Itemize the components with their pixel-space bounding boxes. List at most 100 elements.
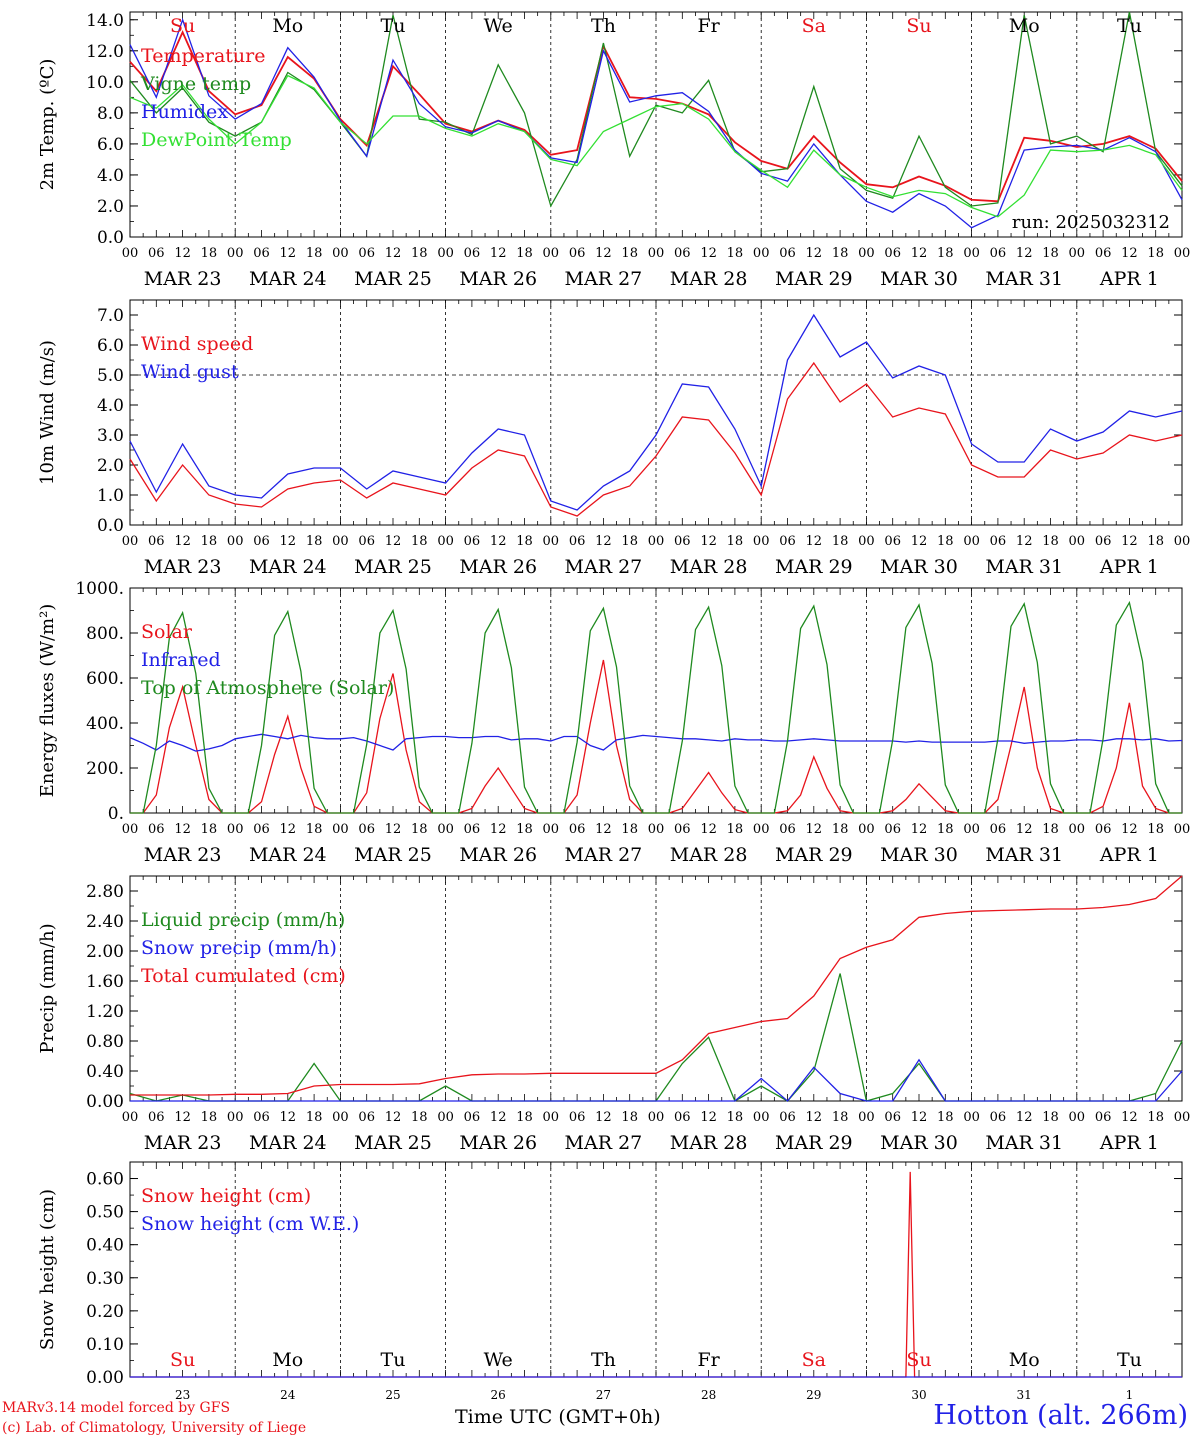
day-number-label: 24 bbox=[280, 1388, 296, 1402]
legend-entry: Wind gust bbox=[141, 361, 239, 383]
x-date-label: MAR 28 bbox=[670, 1132, 748, 1154]
x-hour-label: 12 bbox=[385, 246, 402, 261]
day-number-label: 1 bbox=[1126, 1388, 1134, 1402]
weekday-label: Th bbox=[591, 1349, 616, 1371]
x-hour-label: 18 bbox=[516, 246, 533, 261]
series-wind-speed bbox=[129, 361, 1183, 517]
legend-entry: DewPoint Temp bbox=[141, 129, 292, 151]
x-hour-label: 18 bbox=[306, 534, 323, 549]
run-annotation: run: 2025032312 bbox=[1012, 212, 1170, 233]
y-tick-label: 0.0 bbox=[97, 516, 124, 536]
x-hour-label: 06 bbox=[990, 534, 1007, 549]
y-tick-label: 0.80 bbox=[86, 1032, 124, 1052]
x-hour-label: 12 bbox=[595, 246, 612, 261]
x-hour-label: 00 bbox=[227, 534, 244, 549]
x-hour-label: 12 bbox=[174, 246, 191, 261]
weekday-label: Su bbox=[170, 1349, 195, 1371]
series-humidex bbox=[129, 17, 1183, 229]
y-tick-label: 4.0 bbox=[97, 166, 124, 186]
legend-entry: Top of Atmosphere (Solar) bbox=[141, 677, 394, 699]
x-hour-label: 18 bbox=[621, 534, 638, 549]
y-tick-label: 7.0 bbox=[97, 306, 124, 326]
x-date-label: APR 1 bbox=[1099, 556, 1159, 578]
y-tick-label: 1.20 bbox=[86, 1002, 124, 1022]
x-date-label: MAR 25 bbox=[354, 844, 432, 866]
weekday-label: We bbox=[484, 15, 513, 37]
day-number-label: 25 bbox=[385, 1388, 400, 1402]
y-tick-label: 12.0 bbox=[86, 42, 124, 62]
x-hour-label: 06 bbox=[358, 822, 375, 837]
x-hour-label: 06 bbox=[990, 246, 1007, 261]
weekday-label: Sa bbox=[802, 1349, 826, 1371]
day-number-label: 29 bbox=[806, 1388, 821, 1402]
plot-frame bbox=[129, 299, 1183, 526]
x-date-label: MAR 27 bbox=[565, 556, 643, 578]
x-hour-label: 06 bbox=[1095, 534, 1112, 549]
day-number-label: 23 bbox=[175, 1388, 190, 1402]
x-hour-label: 18 bbox=[306, 822, 323, 837]
x-hour-label: 06 bbox=[674, 1110, 691, 1125]
x-hour-label: 12 bbox=[280, 1110, 297, 1125]
x-hour-label: 06 bbox=[148, 534, 165, 549]
x-hour-label: 06 bbox=[464, 822, 481, 837]
y-tick-label: 4.0 bbox=[97, 396, 124, 416]
x-date-label: MAR 26 bbox=[459, 268, 537, 290]
x-hour-label: 12 bbox=[700, 1110, 717, 1125]
x-hour-label: 00 bbox=[858, 534, 875, 549]
x-hour-label: 12 bbox=[490, 822, 507, 837]
x-hour-label: 18 bbox=[727, 1110, 744, 1125]
x-hour-label: 12 bbox=[700, 246, 717, 261]
day-number-label: 26 bbox=[491, 1388, 506, 1402]
x-date-label: MAR 31 bbox=[985, 556, 1063, 578]
x-hour-label: 00 bbox=[1174, 822, 1191, 837]
x-date-label: MAR 30 bbox=[880, 844, 958, 866]
x-axis-title: Time UTC (GMT+0h) bbox=[455, 1406, 661, 1428]
y-tick-label: 8.0 bbox=[97, 104, 124, 124]
x-hour-label: 12 bbox=[1121, 1110, 1138, 1125]
x-hour-label: 12 bbox=[1016, 534, 1033, 549]
x-date-label: MAR 24 bbox=[249, 844, 327, 866]
x-date-label: MAR 26 bbox=[459, 1132, 537, 1154]
x-hour-label: 00 bbox=[227, 822, 244, 837]
x-hour-label: 06 bbox=[358, 1110, 375, 1125]
legend-entry: Vigne temp bbox=[140, 73, 251, 95]
x-date-label: MAR 24 bbox=[249, 268, 327, 290]
series-wind-gust bbox=[129, 313, 1183, 511]
x-hour-label: 00 bbox=[332, 822, 349, 837]
x-hour-label: 06 bbox=[569, 246, 586, 261]
x-hour-label: 12 bbox=[1016, 1110, 1033, 1125]
x-date-label: MAR 25 bbox=[354, 556, 432, 578]
x-hour-label: 18 bbox=[937, 1110, 954, 1125]
x-hour-label: 00 bbox=[332, 246, 349, 261]
x-hour-label: 06 bbox=[253, 822, 270, 837]
x-hour-label: 06 bbox=[1095, 246, 1112, 261]
weekday-label: Mo bbox=[1009, 15, 1040, 37]
x-hour-label: 12 bbox=[1016, 246, 1033, 261]
panel-4: 0.00 0.40 0.80 1.20 1.60 2.00 2.40 2.80 Precip (… bbox=[37, 875, 1191, 1154]
y-tick-label: 0.20 bbox=[86, 1302, 124, 1322]
weekday-label: Su bbox=[170, 15, 195, 37]
x-hour-label: 00 bbox=[1174, 1110, 1191, 1125]
legend-entry: Snow height (cm) bbox=[141, 1185, 311, 1207]
x-hour-label: 12 bbox=[700, 534, 717, 549]
x-hour-label: 18 bbox=[1042, 246, 1059, 261]
x-hour-label: 00 bbox=[963, 534, 980, 549]
x-hour-label: 18 bbox=[1042, 822, 1059, 837]
y-tick-label: 1.60 bbox=[86, 972, 124, 992]
station-name: Hotton (alt. 266m) bbox=[933, 1400, 1188, 1431]
x-hour-label: 00 bbox=[1069, 246, 1086, 261]
x-date-label: MAR 28 bbox=[670, 844, 748, 866]
y-tick-label: 6.0 bbox=[97, 336, 124, 356]
series-snow-precip-mm-h- bbox=[130, 1058, 1183, 1102]
x-hour-label: 12 bbox=[1121, 534, 1138, 549]
x-hour-label: 18 bbox=[832, 822, 849, 837]
x-hour-label: 12 bbox=[806, 246, 823, 261]
x-date-label: MAR 27 bbox=[565, 268, 643, 290]
legend-entry: Total cumulated (cm) bbox=[141, 965, 346, 987]
x-hour-label: 06 bbox=[1095, 822, 1112, 837]
y-tick-label: 6.0 bbox=[97, 135, 124, 155]
x-hour-label: 06 bbox=[674, 822, 691, 837]
y-tick-label: 3.0 bbox=[97, 426, 124, 446]
series-top-of-atmosphere-solar- bbox=[130, 600, 1182, 814]
legend-entry: Solar bbox=[141, 621, 193, 643]
